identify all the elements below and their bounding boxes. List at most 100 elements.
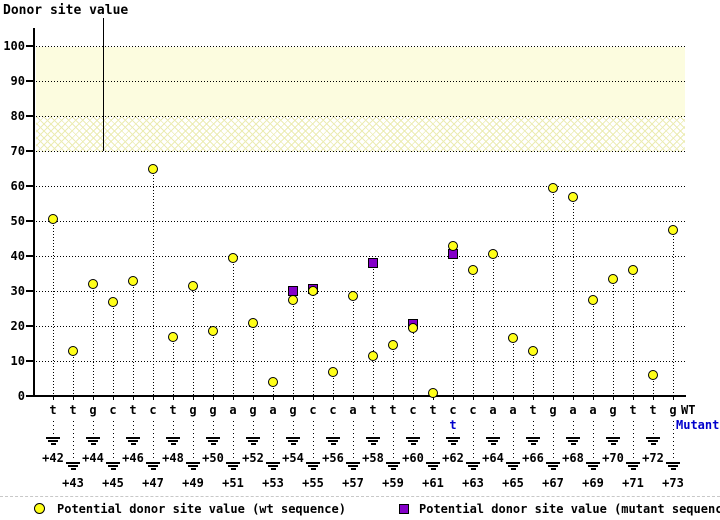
marker-stem — [273, 382, 274, 395]
x-base-label: t — [169, 403, 177, 417]
ground-stem — [493, 421, 494, 436]
x-position-label: +52 — [242, 451, 264, 465]
wt-marker — [428, 388, 438, 398]
x-base-label: a — [569, 403, 577, 417]
x-position-label: +61 — [422, 476, 444, 490]
ground-stem — [573, 421, 574, 436]
x-axis-tick — [413, 397, 414, 400]
x-axis-tick — [73, 397, 74, 400]
wt-marker — [108, 297, 118, 307]
marker-stem — [93, 284, 94, 395]
x-axis-tick — [573, 397, 574, 400]
x-position-label: +60 — [402, 451, 424, 465]
wt-marker — [308, 286, 318, 296]
x-position-label: +66 — [522, 451, 544, 465]
x-axis-tick — [253, 397, 254, 400]
gridline — [36, 116, 685, 117]
gridline — [36, 256, 685, 257]
y-tick-label: 0 — [17, 389, 25, 403]
x-axis-tick — [153, 397, 154, 400]
marker-stem — [333, 372, 334, 395]
ground-stem — [213, 421, 214, 436]
mutant-legend-label: Potential donor site value (mutant seque… — [419, 502, 720, 516]
y-tick-label: 80 — [10, 109, 25, 123]
x-axis-tick — [193, 397, 194, 400]
x-axis-tick — [593, 397, 594, 400]
marker-stem — [673, 230, 674, 395]
chart-title: Donor site value — [3, 3, 129, 18]
ground-icon — [526, 437, 540, 446]
ground-icon — [626, 462, 640, 471]
marker-stem — [493, 254, 494, 395]
ground-icon — [366, 437, 380, 446]
x-base-label: g — [249, 403, 257, 417]
marker-stem — [573, 197, 574, 395]
y-tick — [26, 220, 34, 222]
wt-marker — [468, 265, 478, 275]
x-axis-tick — [513, 397, 514, 400]
wt-marker — [508, 333, 518, 343]
gridline — [36, 186, 685, 187]
gridline — [36, 151, 685, 152]
marker-stem — [533, 351, 534, 395]
marker-stem — [553, 188, 554, 395]
x-position-label: +72 — [642, 451, 664, 465]
x-position-label: +55 — [302, 476, 324, 490]
ground-stem — [453, 433, 454, 436]
x-position-label: +51 — [222, 476, 244, 490]
x-position-label: +59 — [382, 476, 404, 490]
x-base-label: c — [109, 403, 117, 417]
ground-icon — [306, 462, 320, 471]
x-base-label: a — [589, 403, 597, 417]
ground-stem — [313, 421, 314, 461]
wt-marker — [168, 332, 178, 342]
x-position-label: +68 — [562, 451, 584, 465]
x-position-label: +70 — [602, 451, 624, 465]
score-band — [36, 117, 685, 152]
gridline — [36, 326, 685, 327]
vertical-cursor-line — [103, 18, 104, 151]
x-mutant-base-label: t — [449, 418, 457, 432]
ground-icon — [426, 462, 440, 471]
ground-icon — [546, 462, 560, 471]
marker-stem — [313, 289, 314, 395]
ground-icon — [346, 462, 360, 471]
x-axis-tick — [473, 397, 474, 400]
ground-icon — [466, 462, 480, 471]
y-tick — [26, 290, 34, 292]
wt-marker — [588, 295, 598, 305]
y-tick-label: 100 — [3, 39, 25, 53]
x-position-label: +54 — [282, 451, 304, 465]
ground-icon — [46, 437, 60, 446]
y-tick — [26, 360, 34, 362]
x-position-label: +45 — [102, 476, 124, 490]
ground-icon — [446, 437, 460, 446]
wt-marker — [88, 279, 98, 289]
x-axis-tick — [293, 397, 294, 400]
ground-icon — [206, 437, 220, 446]
x-base-label: c — [329, 403, 337, 417]
y-tick — [26, 325, 34, 327]
x-axis-tick — [373, 397, 374, 400]
ground-stem — [473, 421, 474, 461]
wt-marker — [288, 295, 298, 305]
ground-stem — [433, 421, 434, 461]
ground-stem — [533, 421, 534, 436]
ground-icon — [666, 462, 680, 471]
y-tick-label: 40 — [10, 249, 25, 263]
ground-icon — [646, 437, 660, 446]
ground-stem — [513, 421, 514, 461]
ground-stem — [93, 421, 94, 436]
wt-marker — [668, 225, 678, 235]
y-tick-label: 90 — [10, 74, 25, 88]
x-axis-tick — [493, 397, 494, 400]
x-axis-tick — [93, 397, 94, 400]
x-axis-tick — [113, 397, 114, 400]
ground-icon — [106, 462, 120, 471]
marker-stem — [393, 345, 394, 395]
x-axis-tick — [633, 397, 634, 400]
x-base-label: t — [389, 403, 397, 417]
x-position-label: +63 — [462, 476, 484, 490]
x-position-label: +42 — [42, 451, 64, 465]
wt-marker — [488, 249, 498, 259]
